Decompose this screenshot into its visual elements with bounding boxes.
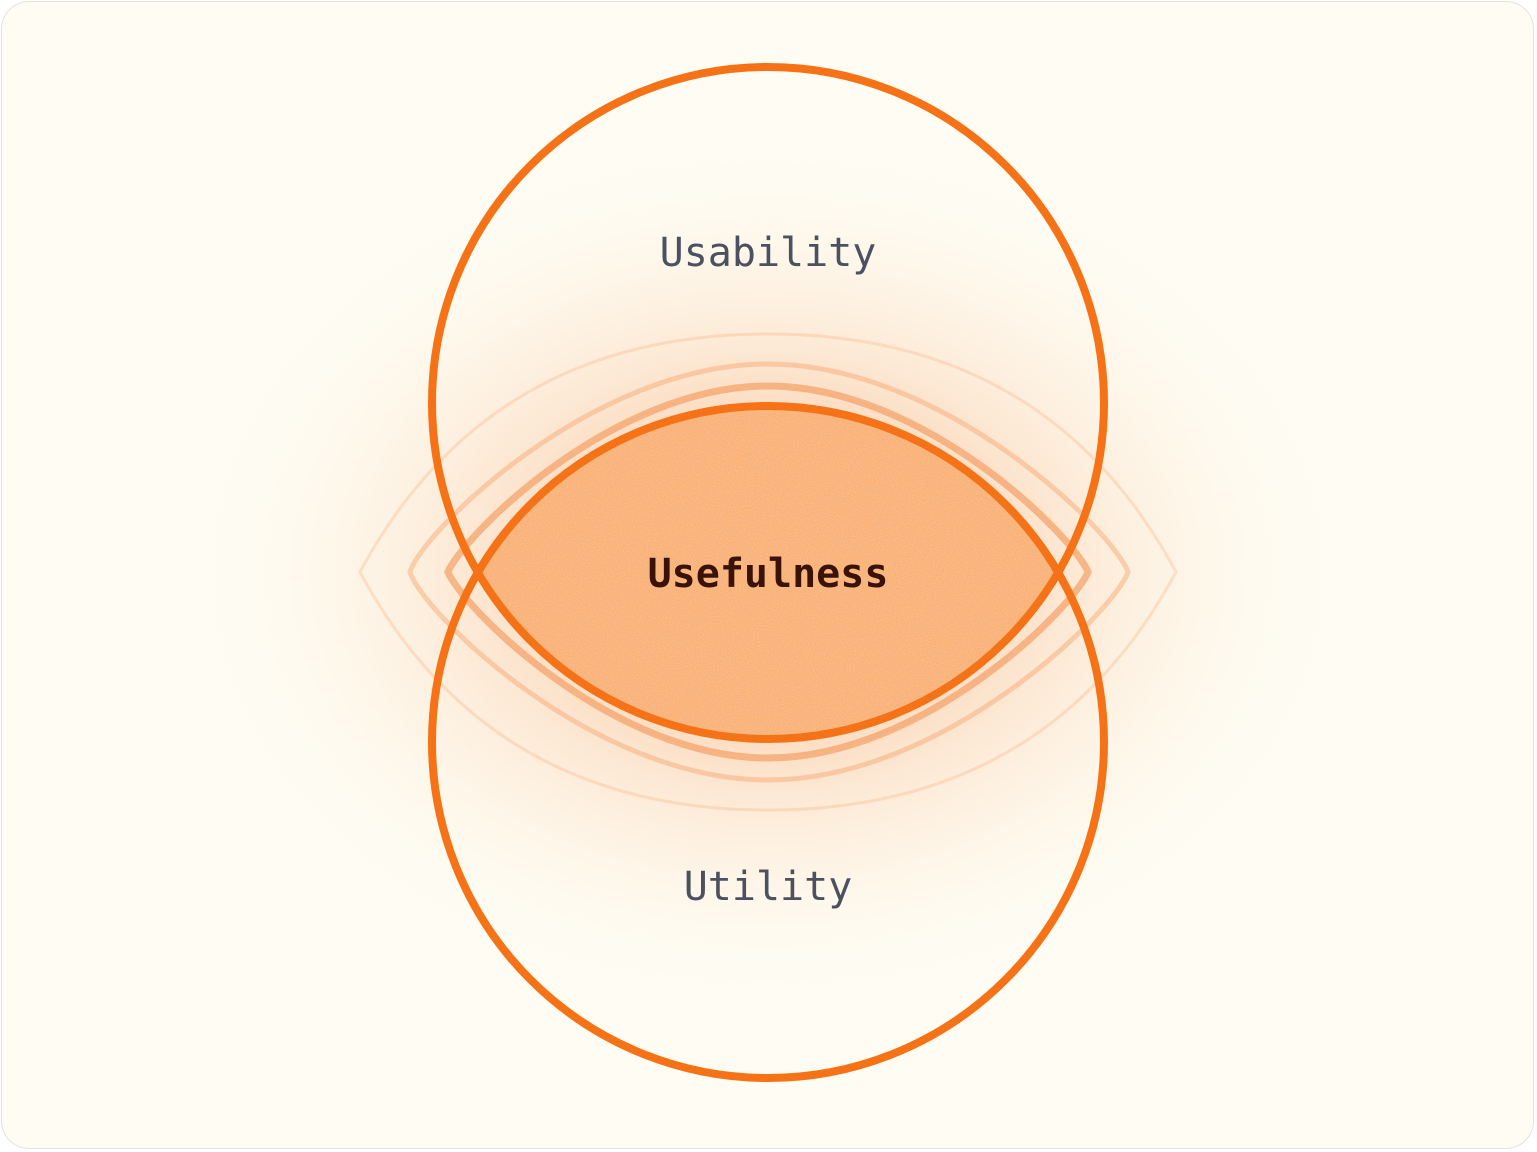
utility-label: Utility	[684, 864, 853, 910]
usability-label: Usability	[660, 230, 877, 276]
intersection-region	[432, 406, 1104, 739]
ripple-outer	[358, 332, 1178, 812]
usability-circle	[428, 63, 1108, 743]
ripple-middle	[407, 361, 1131, 783]
utility-circle	[428, 402, 1108, 1082]
ripple-inner	[444, 382, 1092, 762]
usefulness-label: Usefulness	[648, 551, 889, 597]
